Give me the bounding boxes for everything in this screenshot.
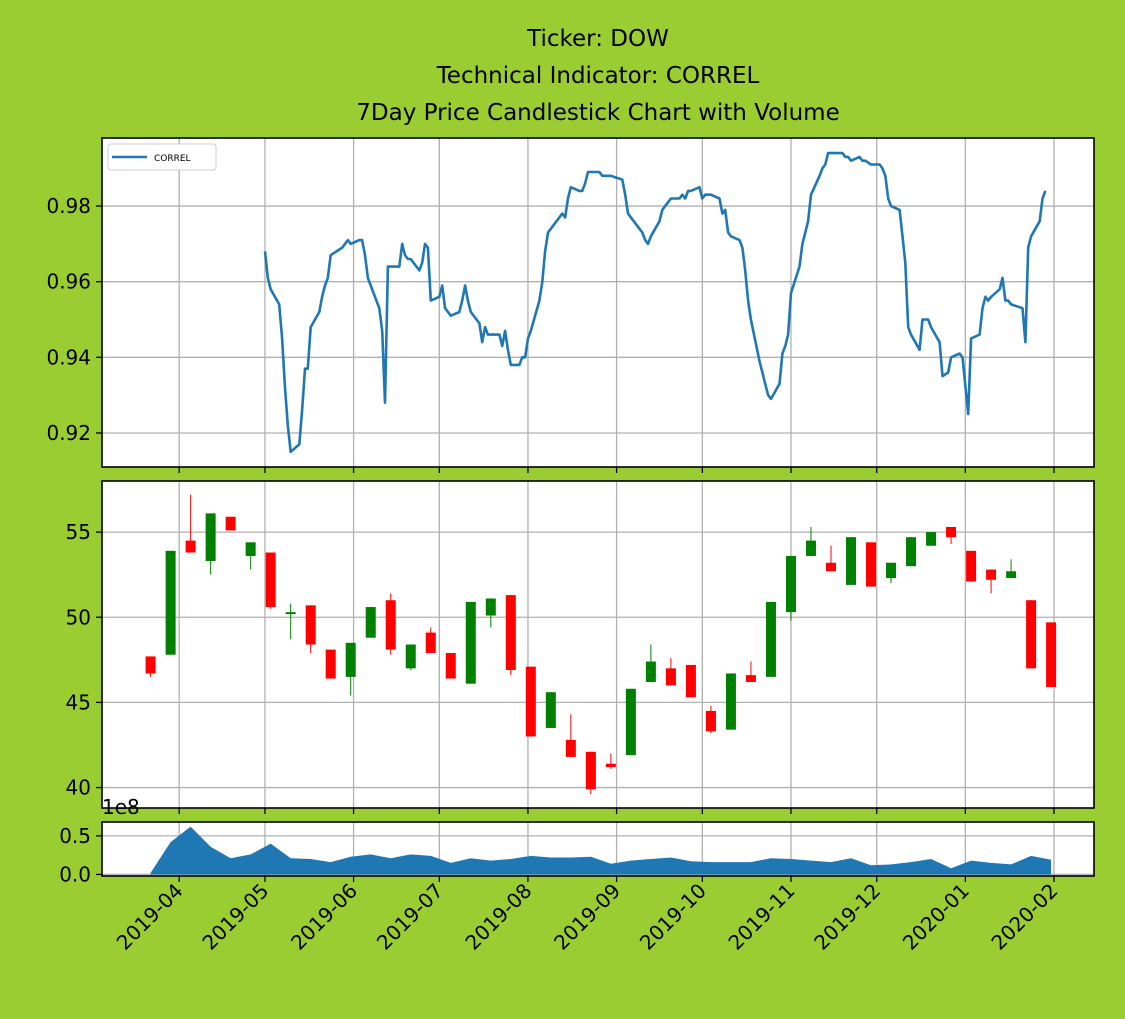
x-tick-label: 2019-07 <box>372 879 448 955</box>
indicator-plot-area <box>102 138 1094 467</box>
candle-down <box>265 552 276 608</box>
candle-up <box>345 642 356 677</box>
candle-down <box>505 595 516 671</box>
volume-ytick-label: 0.0 <box>59 862 91 886</box>
x-tick-label: 2019-12 <box>809 879 885 955</box>
candle-up <box>805 540 816 556</box>
title-line-2: Technical Indicator: CORREL <box>436 63 760 89</box>
candle-down <box>685 664 696 698</box>
candle-down <box>605 763 616 768</box>
x-tick-label: 2019-11 <box>723 879 799 955</box>
candle-up <box>645 661 656 682</box>
indicator-frame <box>101 137 1095 468</box>
price-ytick-label: 40 <box>66 776 91 800</box>
legend: CORREL <box>107 143 217 171</box>
indicator-panel: 0.92 0.94 0.96 0.98 CORREL <box>46 137 1095 468</box>
price-frame <box>101 480 1095 809</box>
candle-up <box>165 550 176 655</box>
title-line-3: 7Day Price Candlestick Chart with Volume <box>356 100 839 126</box>
candle-down <box>585 751 596 790</box>
candle-up <box>725 673 736 730</box>
price-ytick-label: 50 <box>66 605 91 629</box>
candle-up <box>846 537 857 585</box>
volume-panel: 0.0 0.5 1e8 <box>59 795 1095 886</box>
legend-box <box>107 143 217 171</box>
x-tick-label: 2019-08 <box>460 879 536 955</box>
candle-down <box>665 668 676 686</box>
candle-up <box>365 607 376 638</box>
candle-down <box>825 562 836 572</box>
title-line-1: Ticker: DOW <box>526 26 669 52</box>
volume-frame <box>101 821 1095 877</box>
candle-down <box>1026 600 1037 669</box>
indicator-ytick-label: 0.92 <box>46 421 91 445</box>
candle-up <box>285 612 296 615</box>
volume-offset-label: 1e8 <box>102 795 140 819</box>
candle-up <box>926 532 937 546</box>
x-tick-label: 2019-04 <box>112 879 188 955</box>
x-tick-label: 2019-09 <box>549 879 625 955</box>
candle-down <box>525 666 536 737</box>
x-tick-label: 2020-01 <box>898 879 974 955</box>
candle-down <box>946 526 957 538</box>
x-tick-label: 2019-06 <box>286 879 362 955</box>
candle-down <box>745 675 756 682</box>
candle-up <box>765 601 776 677</box>
candle-down <box>866 542 877 587</box>
price-panel: 40 45 50 55 <box>66 480 1095 809</box>
candle-down <box>966 550 977 582</box>
candle-down <box>325 649 336 679</box>
price-ytick-label: 45 <box>66 690 91 714</box>
correl-line <box>263 151 1047 454</box>
candle-up <box>785 555 796 613</box>
candle-down <box>986 569 997 580</box>
volume-area <box>150 826 1052 875</box>
candle-up <box>545 692 556 728</box>
candle-up <box>1006 571 1017 579</box>
indicator-ytick-label: 0.98 <box>46 194 91 218</box>
price-plot-area <box>102 481 1094 808</box>
chart-title: Ticker: DOW Technical Indicator: CORREL … <box>356 26 839 126</box>
candle-up <box>886 562 897 579</box>
candle-down <box>565 739 576 757</box>
candle-down <box>445 653 456 679</box>
candle-down <box>225 516 236 531</box>
candle-up <box>485 598 496 616</box>
x-tick-label: 2019-05 <box>197 879 273 955</box>
candle-up <box>245 542 256 556</box>
legend-label: CORREL <box>154 154 191 164</box>
candle-up <box>906 537 917 567</box>
indicator-ytick-label: 0.96 <box>46 270 91 294</box>
candle-down <box>185 540 196 553</box>
x-tick-label: 2020-02 <box>986 879 1062 955</box>
candle-up <box>205 513 216 562</box>
candle-down <box>305 605 316 645</box>
x-tick-label: 2019-10 <box>635 879 711 955</box>
candle-down <box>385 600 396 650</box>
price-ytick-label: 55 <box>66 520 91 544</box>
candle-up <box>625 688 636 756</box>
candle-down <box>705 710 716 732</box>
candle-up <box>465 601 476 684</box>
indicator-ytick-label: 0.94 <box>46 345 91 369</box>
candle-down <box>145 656 156 674</box>
candle-up <box>405 644 416 669</box>
candle-down <box>425 632 436 654</box>
volume-ytick-label: 0.5 <box>59 824 91 848</box>
candle-down <box>1046 622 1057 688</box>
